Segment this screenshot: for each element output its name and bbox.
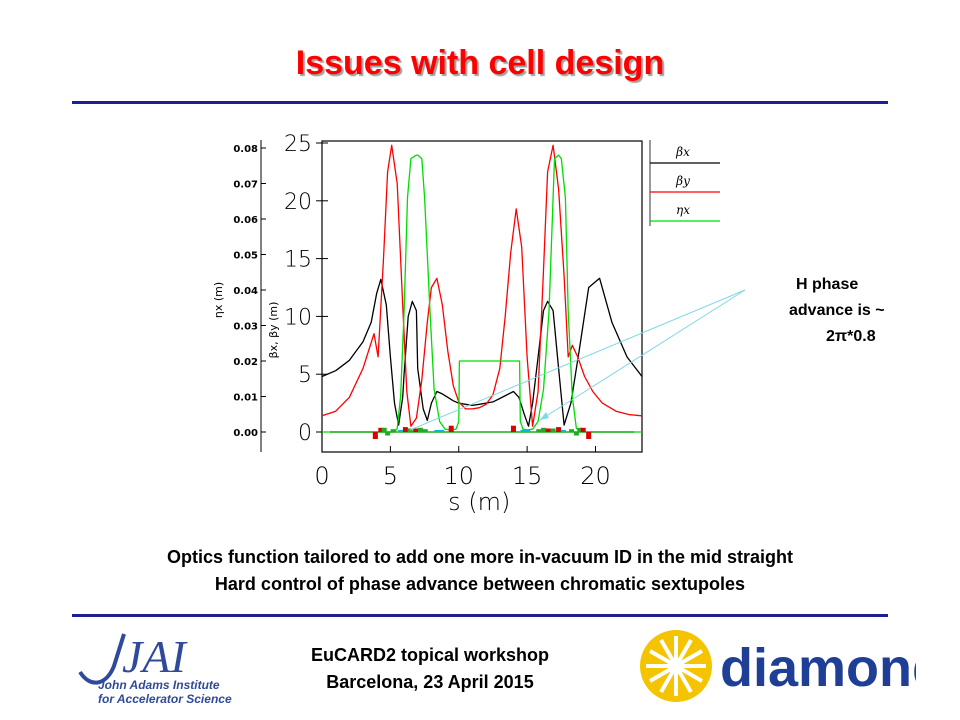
magnet-element	[580, 427, 586, 432]
annotation-line-3: 2π*0.8	[826, 328, 876, 345]
optics-chart: 0 5 10 15 20 s (m) 0 5 10 15 20 25 βx, βy (m) 0.00 0.0…	[212, 132, 746, 516]
caption-line-1: Optics function tailored to add one more…	[166, 547, 794, 567]
eta-tick-label: 0.07	[233, 180, 258, 191]
beta-tick-label: 15	[284, 248, 312, 273]
eta-tick-label: 0.03	[233, 322, 258, 333]
beta-tick-label: 10	[284, 305, 312, 330]
magnet-element	[413, 428, 419, 432]
jai-logo-name-line-2: for Accelerator Science	[98, 692, 232, 706]
magnet-element	[434, 429, 440, 432]
magnet-element	[569, 429, 575, 432]
magnet-element	[510, 425, 516, 432]
starburst-core	[668, 658, 684, 674]
magnet-element	[417, 427, 423, 432]
beta-axis-label: βx, βy (m)	[267, 302, 280, 359]
diamond-logo-text: diamond	[720, 638, 916, 698]
magnet-element	[385, 432, 391, 436]
eta-tick-label: 0.00	[233, 428, 258, 439]
x-axis-label: s (m)	[448, 488, 510, 516]
magnet-element	[439, 429, 445, 432]
annotation-arrowhead	[540, 412, 549, 420]
beta-tick-label: 0	[298, 421, 312, 446]
caption: Optics function tailored to add one more…	[0, 544, 960, 598]
x-tick-label: 5	[383, 462, 398, 490]
magnet-element	[422, 429, 428, 432]
beta-y-line	[321, 144, 643, 427]
magnet-element	[390, 429, 396, 432]
footer-divider	[72, 614, 888, 617]
legend-label: ηx	[676, 203, 690, 217]
jai-logo: JAI John Adams Institute for Accelerator…	[78, 631, 232, 706]
beta-tick-label: 5	[298, 363, 312, 388]
caption-line-2: Hard control of phase advance between ch…	[214, 574, 746, 594]
beta-x-line	[321, 277, 643, 427]
beta-tick-label: 25	[284, 132, 312, 157]
magnet-element	[381, 427, 387, 432]
annotation-arrow-1	[409, 289, 746, 431]
magnet-element	[448, 425, 454, 432]
diamond-logo: diamond	[640, 630, 916, 702]
magnet-element	[525, 429, 531, 432]
magnet-lattice	[330, 425, 634, 439]
magnet-element	[577, 427, 583, 432]
magnet-element	[550, 428, 556, 432]
annotation-line-1: H phase	[796, 276, 859, 293]
footer: EuCARD2 topical workshop Barcelona, 23 A…	[250, 642, 610, 696]
magnet-element	[536, 429, 542, 432]
x-tick-label: 10	[443, 462, 474, 490]
magnet-element	[541, 427, 547, 432]
jai-logo-mark: JAI	[122, 631, 189, 682]
magnet-element	[545, 428, 551, 432]
title-divider	[72, 101, 888, 104]
annotation-line-2: advance is ~	[789, 302, 885, 319]
magnet-element	[378, 427, 384, 432]
eta-x-line	[322, 154, 642, 433]
eta-axis-label: ηx (m)	[212, 282, 225, 318]
magnet-element	[402, 427, 408, 432]
eta-tick-label: 0.04	[233, 286, 258, 297]
jai-logo-swoosh-icon	[78, 633, 126, 685]
eta-tick-label: 0.01	[233, 393, 258, 404]
legend: βx βy ηx	[649, 140, 720, 226]
annotation-arrow-2	[539, 289, 746, 421]
magnet-element	[398, 429, 404, 432]
eta-tick-label: 0.08	[233, 144, 258, 155]
eta-tick-label: 0.05	[233, 251, 258, 262]
x-tick-label: 15	[512, 462, 543, 490]
magnet-element	[560, 429, 566, 432]
diamond-starburst-icon	[640, 630, 712, 702]
x-tick-label: 20	[580, 462, 611, 490]
magnet-element	[372, 432, 378, 439]
plot-frame	[321, 140, 643, 453]
magnet-element	[520, 429, 526, 432]
jai-logo-name-line-1: John Adams Institute	[98, 678, 220, 692]
legend-label: βx	[675, 145, 690, 159]
slide-title: Issues with cell design	[295, 44, 665, 82]
footer-line-1: EuCARD2 topical workshop	[310, 645, 550, 665]
magnet-element	[556, 427, 562, 432]
magnet-element	[586, 432, 592, 439]
magnet-element	[573, 432, 579, 436]
eta-tick-label: 0.02	[233, 357, 258, 368]
beta-tick-label: 20	[284, 190, 312, 215]
legend-label: βy	[675, 174, 690, 188]
x-tick-label: 0	[314, 462, 329, 490]
eta-tick-label: 0.06	[233, 215, 258, 226]
footer-line-2: Barcelona, 23 April 2015	[326, 672, 534, 692]
